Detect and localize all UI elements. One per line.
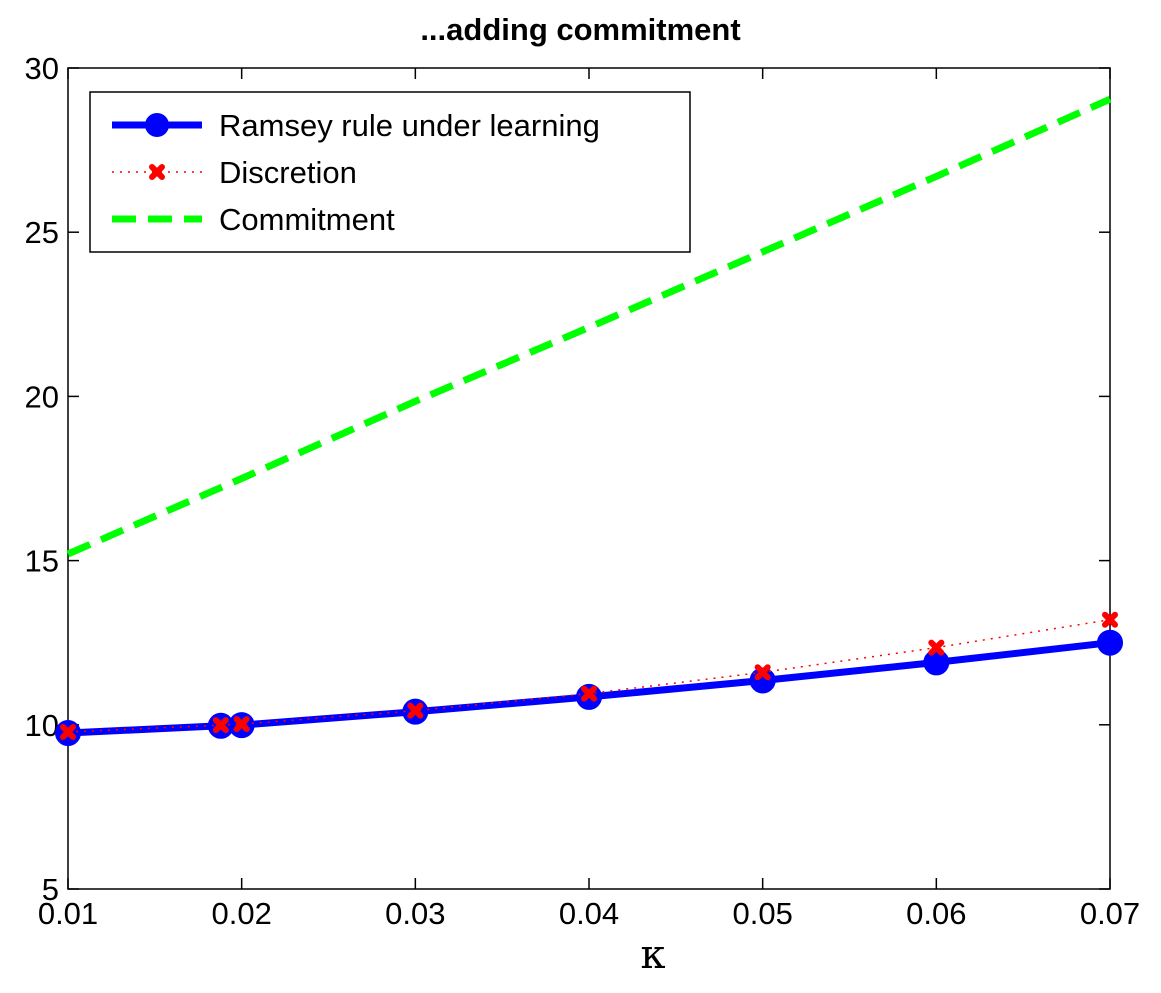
x-tick-label: 0.02	[211, 896, 271, 931]
legend-label: Discretion	[219, 155, 357, 190]
series-line	[66, 96, 1112, 558]
x-tick-label: 0.01	[38, 896, 98, 931]
x-marker-stroke	[233, 716, 250, 733]
legend-swatch-marker	[145, 113, 169, 137]
x-marker-stroke	[1102, 611, 1118, 628]
x-marker	[581, 685, 597, 702]
x-marker	[407, 702, 424, 719]
series-point	[923, 649, 950, 676]
chart-title: ...adding commitment	[420, 12, 741, 47]
x-marker	[233, 716, 250, 733]
legend-label: Commitment	[219, 202, 395, 237]
x-marker-stroke	[60, 724, 76, 741]
x-tick-label: 0.04	[559, 896, 619, 931]
y-tick-label: 5	[42, 872, 59, 907]
series-point	[1097, 629, 1123, 656]
y-tick-label: 30	[25, 51, 59, 86]
x-marker	[1102, 611, 1118, 628]
x-marker	[149, 164, 165, 180]
y-tick-label: 20	[25, 379, 59, 414]
x-marker-stroke	[212, 717, 229, 734]
legend-label: Ramsey rule under learning	[219, 108, 600, 143]
x-tick-label: 0.06	[906, 896, 966, 931]
x-axis-label: κ	[640, 932, 666, 978]
x-marker	[60, 724, 76, 741]
x-marker-stroke	[928, 639, 945, 656]
y-tick-label: 25	[25, 215, 59, 250]
x-marker-stroke	[581, 685, 597, 702]
y-tick-label: 10	[25, 708, 59, 743]
x-tick-label: 0.07	[1080, 896, 1140, 931]
x-marker-stroke	[149, 164, 165, 180]
legend-box	[89, 91, 691, 253]
x-marker	[928, 639, 945, 656]
x-marker-stroke	[754, 664, 771, 681]
x-marker	[212, 717, 229, 734]
x-marker-stroke	[407, 702, 424, 719]
x-tick-label: 0.03	[385, 896, 445, 931]
x-tick-label: 0.05	[732, 896, 792, 931]
x-marker	[754, 664, 771, 681]
y-tick-label: 15	[25, 544, 59, 579]
